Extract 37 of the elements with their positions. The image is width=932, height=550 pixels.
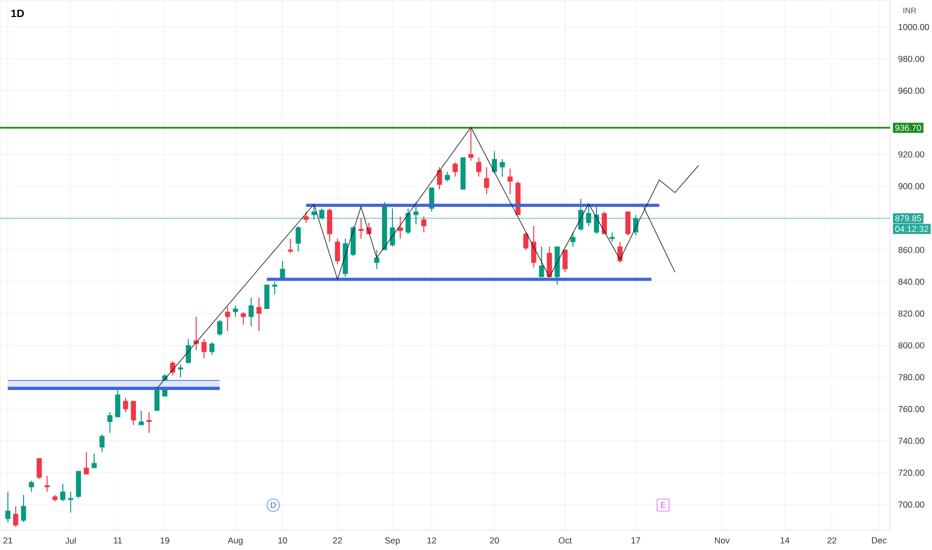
text: 04:12:32 (895, 226, 928, 232)
x-tick-label: 11 (114, 537, 122, 544)
x-tick-label: 14 (780, 537, 790, 544)
x-tick-label: Aug (228, 537, 243, 546)
x-tick-label: 19 (160, 537, 170, 544)
x-tick-label: 17 (632, 537, 640, 544)
y-tick-label: 860.00 (898, 246, 924, 253)
x-tick-label: Jul (65, 537, 76, 544)
x-tick-label: Oct (558, 537, 572, 544)
y-tick-label: 780.00 (898, 374, 924, 380)
y-tick-label: 920.00 (898, 151, 924, 158)
x-tick-label: Dec (872, 537, 886, 544)
x-tick-label: 20 (490, 537, 499, 544)
x-tick-label: 22 (333, 537, 342, 544)
annotation: E (661, 502, 666, 508)
y-tick-label: 700.00 (898, 501, 924, 508)
x-tick-label: Nov (715, 537, 730, 544)
y-tick-label: 900.00 (898, 183, 924, 190)
y-tick-label: 720.00 (898, 470, 924, 476)
annotation: D (271, 502, 276, 508)
y-tick-label: 1000.00 (898, 24, 930, 30)
text: 1D (11, 10, 24, 18)
x-tick-label: 12 (428, 537, 436, 544)
ref-line-label: 879.85 (895, 215, 922, 222)
x-tick-label: 10 (278, 537, 288, 544)
x-tick-label: 22 (828, 537, 836, 544)
ref-line-label: 936.70 (895, 124, 922, 131)
y-tick-label: 980.00 (898, 56, 924, 62)
y-tick-label: 960.00 (898, 88, 924, 94)
y-tick-label: 740.00 (898, 438, 924, 444)
y-tick-label: 820.00 (898, 310, 924, 317)
y-tick-label: 760.00 (898, 406, 924, 412)
y-tick-label: 840.00 (898, 278, 924, 285)
y-tick-label: 800.00 (898, 342, 924, 348)
x-tick-label: Sep (385, 537, 400, 546)
x-tick-label: 21 (3, 537, 12, 544)
y-axis-title: INR (903, 8, 916, 14)
